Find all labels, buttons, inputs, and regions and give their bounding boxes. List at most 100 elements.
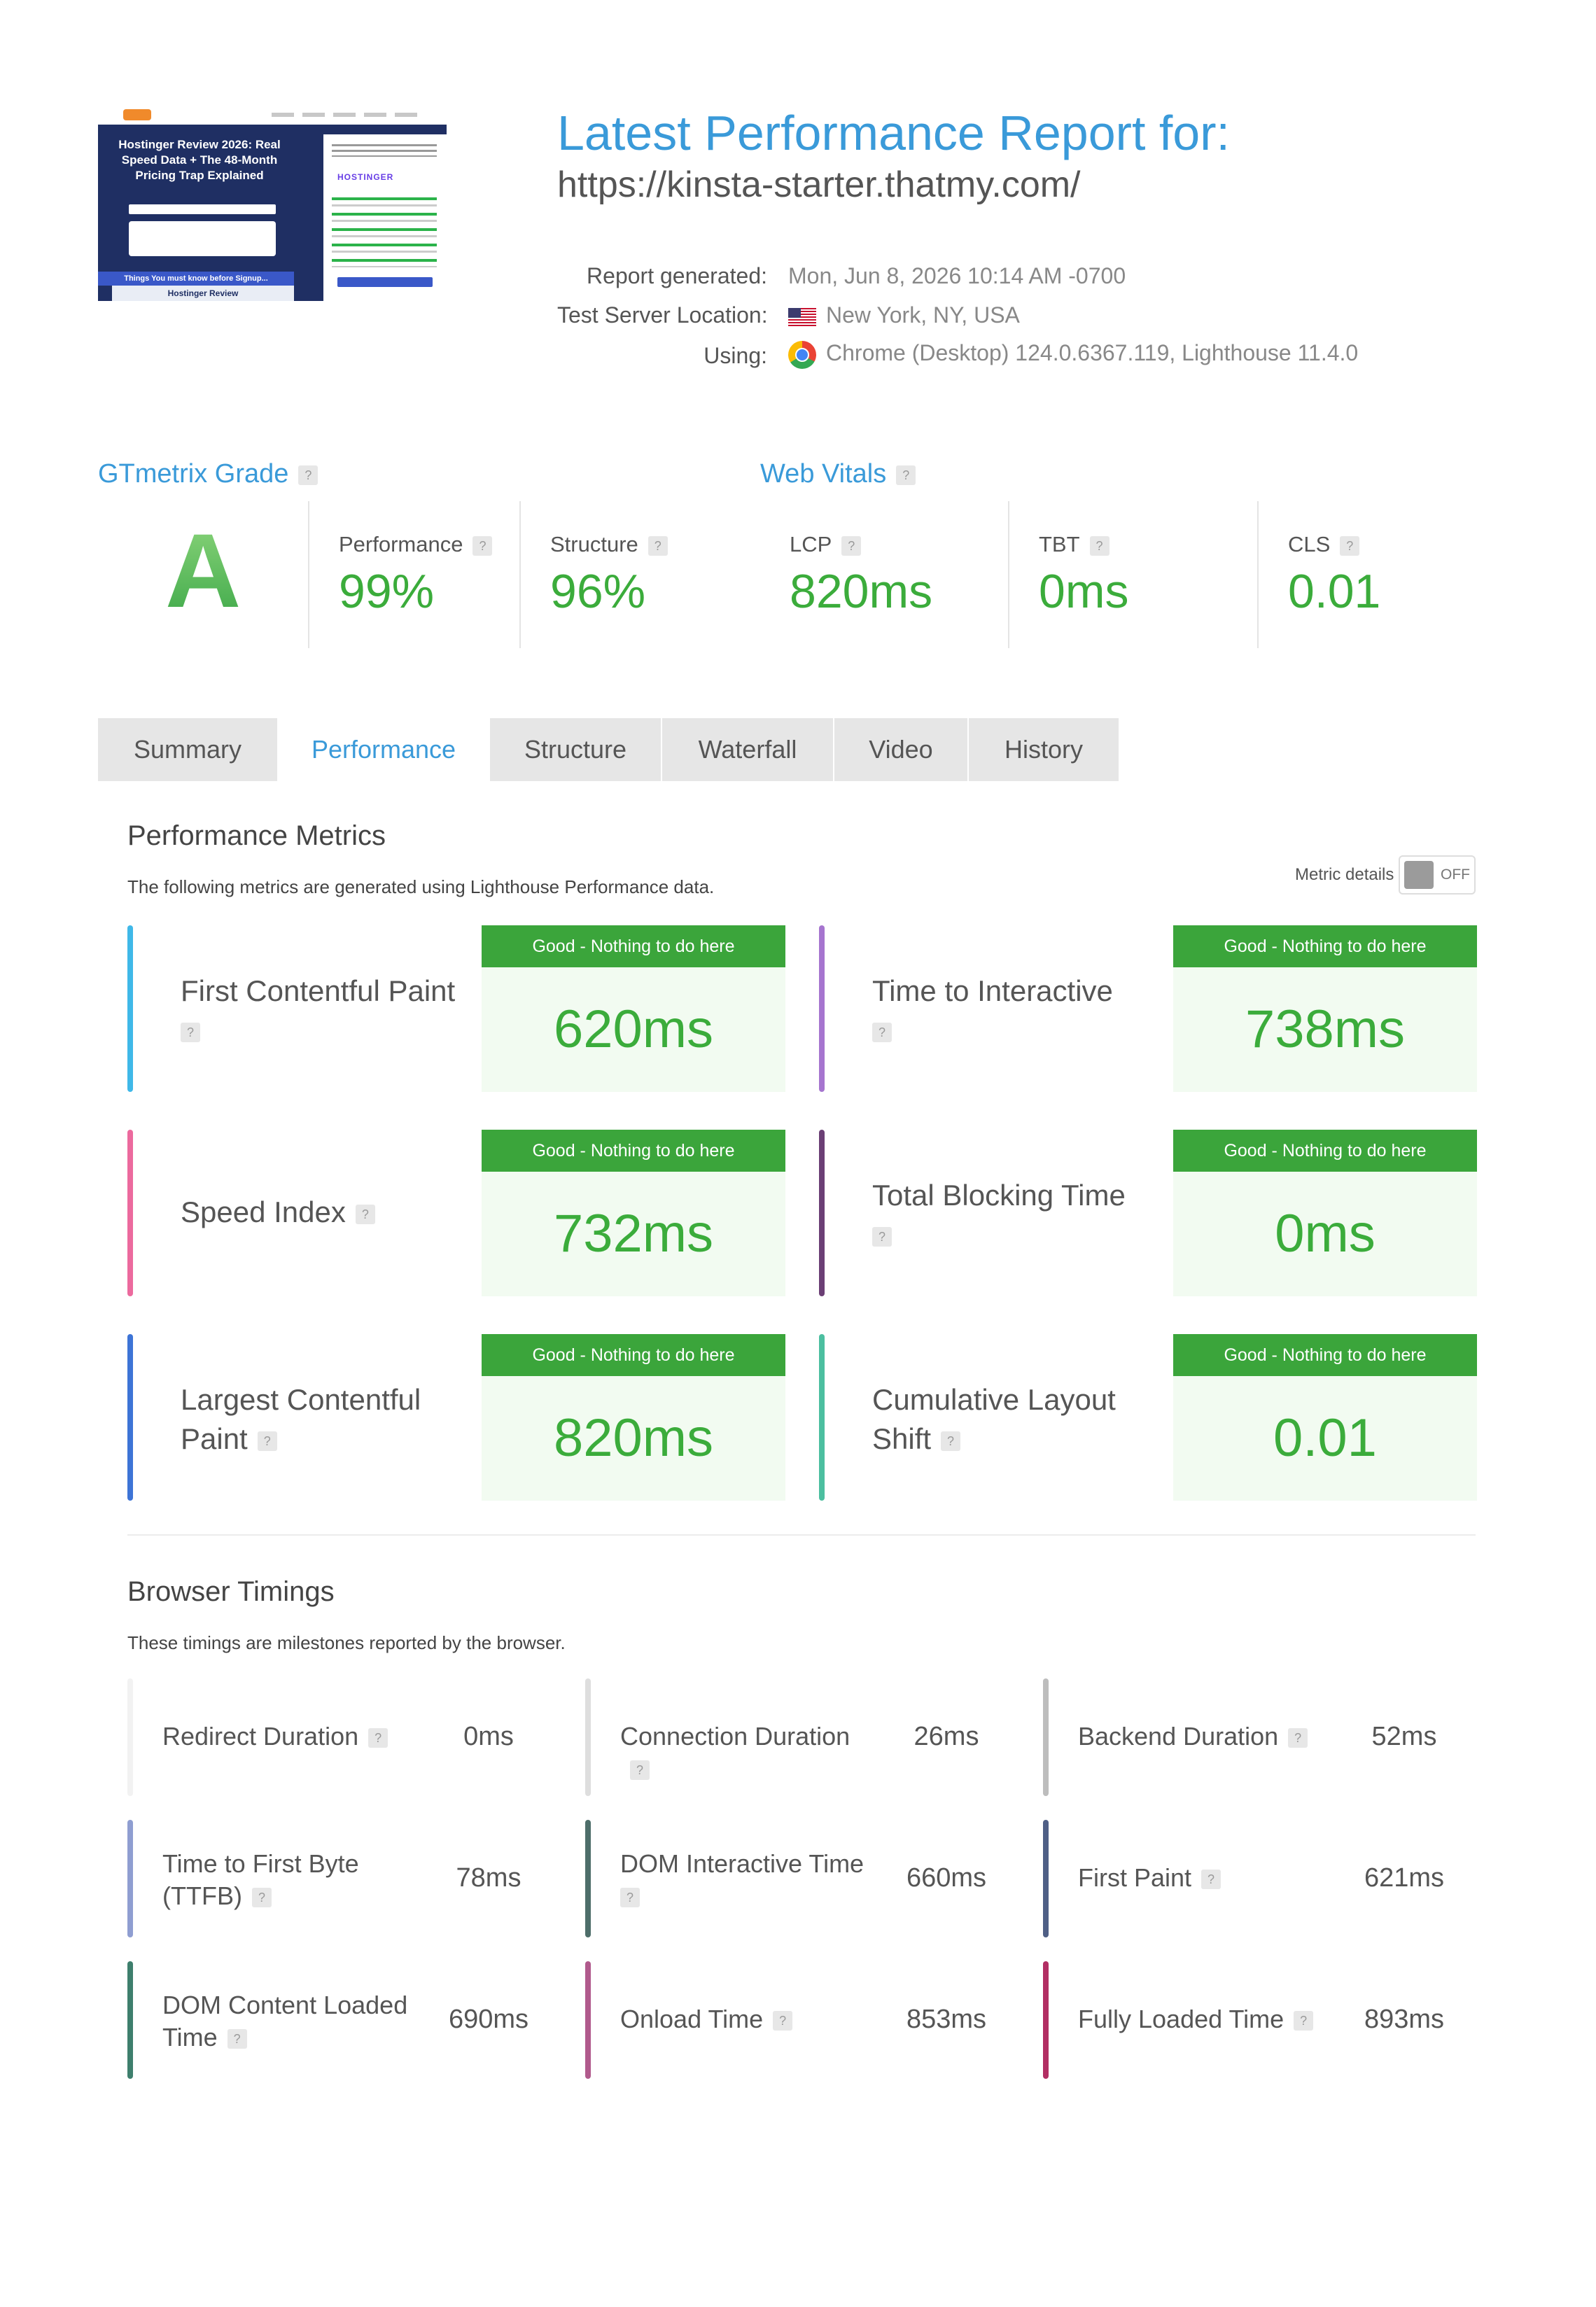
tab-performance[interactable]: Performance xyxy=(279,718,489,781)
metric-name: First Contentful Paint? xyxy=(181,972,475,1050)
using-value: Chrome (Desktop) 124.0.6367.119, Lightho… xyxy=(826,340,1359,365)
page-screenshot-thumbnail: Hostinger Review 2026: Real Speed Data +… xyxy=(98,106,447,301)
timing-value: 26ms xyxy=(913,1722,979,1751)
help-icon[interactable]: ? xyxy=(472,535,493,556)
cls-label-text: CLS xyxy=(1288,532,1331,556)
help-icon[interactable]: ? xyxy=(872,1226,892,1247)
tab-structure[interactable]: Structure xyxy=(490,718,661,781)
timing-dom-content-loaded: DOM Content Loaded Time? 690ms xyxy=(127,1961,559,2079)
thumbnail-sidebar-items xyxy=(332,197,437,267)
help-icon[interactable]: ? xyxy=(355,1204,375,1224)
structure-score-label: Structure? xyxy=(550,532,668,557)
help-icon[interactable]: ? xyxy=(896,465,916,485)
browser-timings-description: These timings are milestones reported by… xyxy=(127,1632,566,1653)
browser-timings-heading: Browser Timings xyxy=(127,1576,335,1607)
thumbnail-banner: Things You must know before Signup... xyxy=(98,272,294,286)
help-icon[interactable]: ? xyxy=(251,1888,272,1908)
timing-redirect-duration: Redirect Duration? 0ms xyxy=(127,1678,559,1796)
help-icon[interactable]: ? xyxy=(648,535,668,556)
metric-name: Largest Contentful Paint? xyxy=(181,1380,475,1459)
metric-color-edge xyxy=(127,1130,133,1296)
metric-status: Good - Nothing to do here xyxy=(482,1334,785,1376)
metric-status: Good - Nothing to do here xyxy=(1173,1130,1477,1172)
metric-name: Cumulative Layout Shift? xyxy=(872,1380,1166,1459)
performance-metrics-description: The following metrics are generated usin… xyxy=(127,876,715,897)
timing-name: Backend Duration? xyxy=(1078,1720,1330,1753)
metric-name-text: Speed Index xyxy=(181,1195,346,1228)
help-icon[interactable]: ? xyxy=(1201,1870,1222,1890)
tab-history[interactable]: History xyxy=(969,718,1119,781)
metric-color-edge xyxy=(127,925,133,1092)
metric-card-fcp: First Contentful Paint? Good - Nothing t… xyxy=(127,925,785,1092)
help-icon[interactable]: ? xyxy=(941,1431,961,1451)
metric-value: 732ms xyxy=(553,1204,714,1263)
lcp-label-text: LCP xyxy=(790,532,832,556)
tab-waterfall[interactable]: Waterfall xyxy=(662,718,833,781)
help-icon[interactable]: ? xyxy=(1294,2011,1314,2031)
help-icon[interactable]: ? xyxy=(841,535,862,556)
timing-color-edge xyxy=(585,1820,591,1937)
metric-name-text: Total Blocking Time xyxy=(872,1179,1126,1212)
help-icon[interactable]: ? xyxy=(257,1431,277,1451)
timing-value: 893ms xyxy=(1364,2005,1445,2034)
help-icon[interactable]: ? xyxy=(1288,1728,1308,1748)
timing-color-edge xyxy=(127,1820,133,1937)
timing-dom-interactive: DOM Interactive Time? 660ms xyxy=(585,1820,1016,1937)
server-location: New York, NY, USA xyxy=(788,302,1020,328)
performance-score-label: Performance? xyxy=(339,532,493,557)
timing-value: 853ms xyxy=(906,2005,987,2034)
help-icon[interactable]: ? xyxy=(872,1022,892,1042)
metric-badge: Good - Nothing to do here 738ms xyxy=(1173,925,1477,1092)
timing-value: 621ms xyxy=(1364,1863,1445,1893)
help-icon[interactable]: ? xyxy=(368,1728,388,1748)
timing-color-edge xyxy=(1043,1820,1049,1937)
timing-value: 660ms xyxy=(906,1863,987,1893)
timing-value: 78ms xyxy=(456,1863,522,1893)
timing-name: DOM Content Loaded Time? xyxy=(162,1989,421,2054)
metric-value: 820ms xyxy=(553,1408,714,1468)
help-icon[interactable]: ? xyxy=(1089,535,1110,556)
metric-badge: Good - Nothing to do here 620ms xyxy=(482,925,785,1092)
help-icon[interactable]: ? xyxy=(630,1760,650,1781)
help-icon[interactable]: ? xyxy=(620,1888,640,1908)
using: Chrome (Desktop) 124.0.6367.119, Lightho… xyxy=(788,340,1358,369)
metric-details-label: Metric details xyxy=(1295,865,1394,884)
timing-color-edge xyxy=(127,1961,133,2079)
timing-name-text: DOM Content Loaded Time xyxy=(162,1991,408,2052)
help-icon[interactable]: ? xyxy=(298,465,318,485)
tab-video[interactable]: Video xyxy=(834,718,967,781)
lcp-value: 820ms xyxy=(790,565,933,618)
metric-badge: Good - Nothing to do here 0.01 xyxy=(1173,1334,1477,1501)
timing-name: DOM Interactive Time? xyxy=(620,1848,872,1912)
thumbnail-sidebar: HOSTINGER xyxy=(323,134,447,301)
structure-score-value: 96% xyxy=(550,565,646,618)
metric-name: Total Blocking Time? xyxy=(872,1176,1166,1254)
report-generated-value: Mon, Jun 8, 2026 10:14 AM -0700 xyxy=(788,263,1126,288)
timing-name: Time to First Byte (TTFB)? xyxy=(162,1848,372,1912)
divider xyxy=(308,501,309,648)
metric-value: 620ms xyxy=(553,1000,714,1059)
report-url[interactable]: https://kinsta-starter.thatmy.com/ xyxy=(557,164,1081,205)
tbt-label-text: TBT xyxy=(1039,532,1080,556)
metric-details-toggle[interactable]: OFF xyxy=(1399,855,1476,895)
help-icon[interactable]: ? xyxy=(773,2011,793,2031)
gtmetrix-grade-title: GTmetrix Grade xyxy=(98,459,289,489)
timing-backend-duration: Backend Duration? 52ms xyxy=(1043,1678,1474,1796)
metric-badge: Good - Nothing to do here 820ms xyxy=(482,1334,785,1501)
tab-summary[interactable]: Summary xyxy=(98,718,277,781)
thumbnail-hero-title: Hostinger Review 2026: Real Speed Data +… xyxy=(118,138,281,182)
timing-name-text: Time to First Byte (TTFB) xyxy=(162,1849,359,1910)
metric-name-text: Largest Contentful Paint xyxy=(181,1383,421,1455)
timing-color-edge xyxy=(585,1961,591,2079)
report-tabs: Summary Performance Structure Waterfall … xyxy=(98,718,1120,781)
help-icon[interactable]: ? xyxy=(181,1022,200,1042)
help-icon[interactable]: ? xyxy=(227,2029,247,2049)
help-icon[interactable]: ? xyxy=(1340,535,1360,556)
timing-value: 0ms xyxy=(463,1722,514,1751)
tbt-label: TBT? xyxy=(1039,532,1110,557)
thumbnail-logo xyxy=(123,109,151,120)
metric-status: Good - Nothing to do here xyxy=(482,925,785,967)
metric-name: Speed Index? xyxy=(181,1193,475,1232)
metric-badge: Good - Nothing to do here 0ms xyxy=(1173,1130,1477,1296)
timing-name-text: DOM Interactive Time xyxy=(620,1849,864,1878)
